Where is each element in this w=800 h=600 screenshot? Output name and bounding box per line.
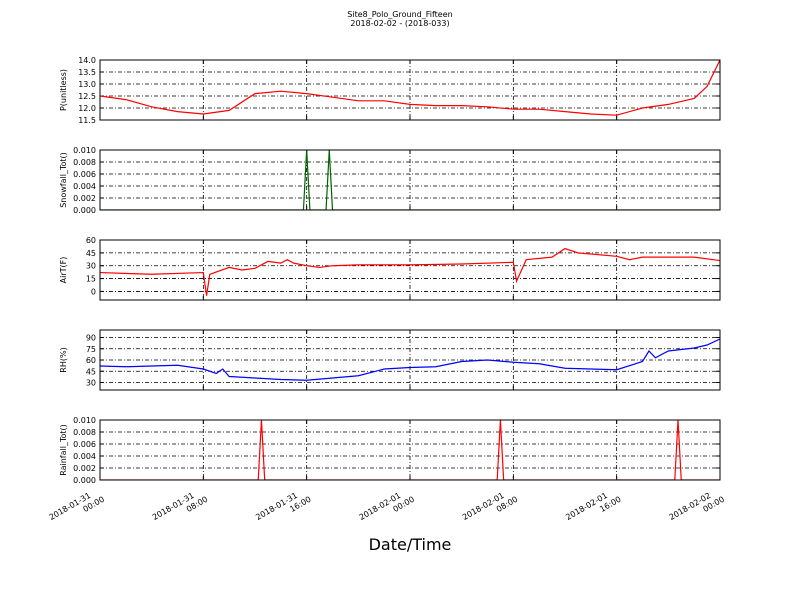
y-tick-label: 13.0 — [78, 80, 96, 89]
y-tick-label: 60 — [86, 356, 96, 365]
y-tick-label: 45 — [86, 249, 96, 258]
y-tick-label: 0.004 — [73, 182, 96, 191]
y-tick-label: 60 — [86, 236, 96, 245]
y-tick-label: 30 — [86, 379, 96, 388]
y-tick-label: 0.004 — [73, 452, 96, 461]
axes-frame — [99, 419, 721, 481]
data-line — [100, 150, 720, 210]
y-tick-label: 12.0 — [78, 104, 96, 113]
y-tick-label: 11.5 — [78, 116, 96, 125]
y-tick-label: 13.5 — [78, 68, 96, 77]
axes-frame — [99, 59, 721, 121]
y-tick-label: 14.0 — [78, 56, 96, 65]
y-tick-label: 0.008 — [73, 158, 96, 167]
y-tick-label: 0.006 — [73, 170, 96, 179]
data-line — [100, 247, 720, 296]
y-axis-label: Rainfall_Tot() — [59, 424, 68, 476]
y-tick-label: 12.5 — [78, 92, 96, 101]
y-tick-label: 0 — [91, 287, 96, 296]
y-tick-label: 0.002 — [73, 194, 96, 203]
y-tick-label: 75 — [86, 345, 96, 354]
y-tick-label: 0.002 — [73, 464, 96, 473]
y-axis-label: P(unitless) — [59, 69, 68, 111]
y-tick-label: 30 — [86, 262, 96, 271]
axes-frame — [99, 329, 721, 391]
y-axis-label: RH(%) — [59, 347, 68, 372]
y-tick-label: 45 — [86, 367, 96, 376]
chart-subtitle: 2018-02-02 - (2018-033) — [350, 19, 449, 28]
y-tick-label: 0.008 — [73, 428, 96, 437]
y-tick-label: 15 — [86, 275, 96, 284]
y-tick-label: 0.010 — [73, 146, 96, 155]
data-line — [100, 338, 720, 381]
data-line — [100, 60, 720, 116]
y-tick-label: 0.000 — [73, 206, 96, 215]
y-tick-label: 0.010 — [73, 416, 96, 425]
y-tick-label: 0.000 — [73, 476, 96, 485]
y-tick-label: 0.006 — [73, 440, 96, 449]
y-axis-label: AirT(F) — [59, 257, 68, 284]
chart-title: Site8_Polo_Ground_Fifteen — [347, 10, 452, 19]
x-axis-label: Date/Time — [369, 535, 452, 554]
axes-frame — [99, 149, 721, 211]
axes-frame — [99, 239, 721, 301]
data-line — [100, 420, 720, 480]
y-axis-label: Snowfall_Tot() — [59, 152, 68, 208]
y-tick-label: 90 — [86, 334, 96, 343]
